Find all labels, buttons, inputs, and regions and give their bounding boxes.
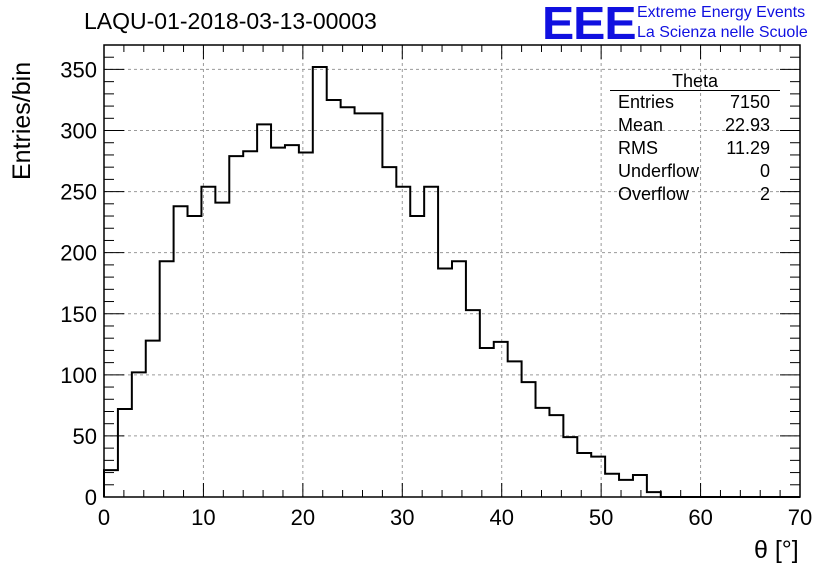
histogram-bin xyxy=(522,382,536,497)
histogram-bin xyxy=(299,153,313,497)
y-tick-label: 200 xyxy=(60,241,97,266)
stats-row-entries: Entries 7150 xyxy=(612,91,778,114)
stats-label: Underflow xyxy=(618,161,700,181)
stats-value: 11.29 xyxy=(726,138,770,158)
histogram-bin xyxy=(188,216,202,497)
histogram-bin xyxy=(104,470,118,497)
y-tick-label: 0 xyxy=(85,485,97,510)
histogram-bin xyxy=(160,261,174,497)
stats-value: 0 xyxy=(759,161,770,181)
brand-line-1: Extreme Energy Events xyxy=(637,4,806,21)
histogram-bin xyxy=(605,474,619,497)
plot-frame xyxy=(103,44,801,498)
y-axis-label: Entries/bin xyxy=(8,61,36,180)
x-tick-label: 70 xyxy=(788,505,812,530)
histogram-bin xyxy=(118,409,132,497)
stats-title: Theta xyxy=(610,72,780,91)
histogram-bin xyxy=(285,145,299,497)
eee-logo: EEE xyxy=(542,0,637,49)
histogram-bin xyxy=(355,113,369,497)
histogram-bin xyxy=(424,187,438,497)
histogram-bin xyxy=(243,151,257,497)
histogram-bin xyxy=(591,457,605,497)
histogram-bin xyxy=(382,167,396,497)
stats-value: 2 xyxy=(759,184,770,204)
y-tick-label: 100 xyxy=(60,363,97,388)
x-tick-label: 40 xyxy=(489,505,513,530)
stats-value: 7150 xyxy=(729,92,770,112)
stats-row-rms: RMS 11.29 xyxy=(612,137,778,160)
x-tick-label: 60 xyxy=(688,505,712,530)
x-axis-label: θ [°] xyxy=(754,536,799,564)
axis-ticks xyxy=(103,44,801,498)
x-tick-label: 20 xyxy=(291,505,315,530)
stats-label: Entries xyxy=(618,92,675,112)
stats-row-mean: Mean 22.93 xyxy=(612,114,778,137)
stats-label: Mean xyxy=(618,115,664,135)
histogram-bin xyxy=(341,107,355,497)
grid-lines xyxy=(104,45,800,497)
stats-row-underflow: Underflow 0 xyxy=(612,160,778,183)
histogram-series xyxy=(103,65,800,498)
brand-line-2: La Scienza nelle Scuole xyxy=(637,24,808,41)
y-tick-label: 150 xyxy=(60,302,97,327)
y-tick-label: 250 xyxy=(60,180,97,205)
histogram-bin xyxy=(549,415,563,497)
stats-label: RMS xyxy=(618,138,658,158)
x-tick-label: 30 xyxy=(390,505,414,530)
histogram-bin xyxy=(396,187,410,497)
histogram-bin xyxy=(480,348,494,497)
histogram-outline xyxy=(103,65,800,498)
stats-value: 22.93 xyxy=(724,115,770,135)
histogram-bin xyxy=(536,408,550,497)
histogram-bin xyxy=(508,361,522,497)
y-tick-label: 50 xyxy=(73,424,97,449)
histogram-bin xyxy=(563,437,577,497)
stats-row-overflow: Overflow 2 xyxy=(612,183,778,206)
histogram-bin xyxy=(466,310,480,497)
stats-label: Overflow xyxy=(618,184,690,204)
histogram-bin xyxy=(327,100,341,497)
histogram-bin xyxy=(271,148,285,497)
y-tick-label: 350 xyxy=(60,57,97,82)
histogram-bin xyxy=(174,206,188,497)
histogram-bin xyxy=(494,342,508,497)
histogram-bin xyxy=(577,453,591,497)
x-tick-label: 10 xyxy=(191,505,215,530)
histogram-bin xyxy=(438,269,452,497)
histogram-bin xyxy=(410,216,424,497)
histogram-bin xyxy=(257,124,271,497)
histogram-bin xyxy=(633,475,647,497)
histogram-bin xyxy=(452,261,466,497)
histogram-bin xyxy=(146,341,160,497)
histogram-bin xyxy=(215,203,229,497)
histogram-bin xyxy=(229,156,243,497)
y-tick-label: 300 xyxy=(60,119,97,144)
histogram-bin xyxy=(313,67,327,497)
x-tick-label: 0 xyxy=(98,505,110,530)
stats-box: Theta Entries 7150 Mean 22.93 RMS 11.29 … xyxy=(610,72,780,206)
chart-title: LAQU-01-2018-03-13-00003 xyxy=(84,8,377,34)
histogram-bin xyxy=(368,113,382,497)
x-tick-label: 50 xyxy=(589,505,613,530)
histogram-bin xyxy=(132,372,146,497)
